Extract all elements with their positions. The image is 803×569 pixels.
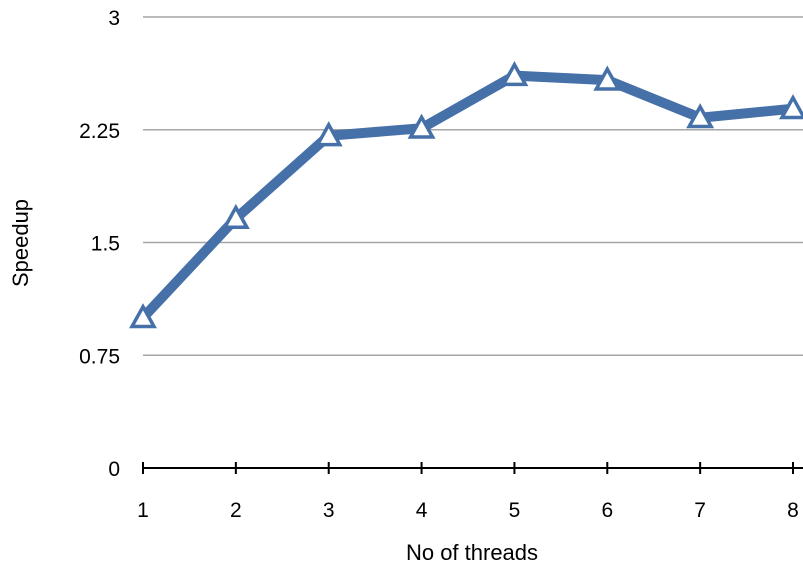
data-point-marker (407, 113, 436, 139)
data-point-marker (779, 94, 803, 120)
series-line (138, 70, 798, 323)
data-point-marker (686, 103, 715, 129)
x-tick-label: 7 (694, 499, 706, 522)
x-tick-label: 3 (323, 499, 335, 522)
gridlines (143, 16, 803, 356)
y-axis-tick-labels: 0 0.75 1.5 2.25 3 (79, 7, 120, 481)
y-tick-label: 0 (108, 458, 120, 481)
series-speedup (129, 61, 803, 329)
data-point-marker (314, 121, 343, 147)
y-tick-label: 3 (108, 7, 120, 30)
x-tick-label: 1 (137, 499, 149, 522)
x-axis-tick-labels: 1 2 3 4 5 6 7 8 (137, 499, 799, 522)
data-point-marker (500, 61, 529, 87)
x-axis (142, 462, 803, 474)
y-tick-label: 2.25 (79, 120, 120, 143)
x-axis-title: No of threads (406, 540, 538, 565)
data-point-marker (593, 65, 622, 91)
y-axis-title: Speedup (8, 199, 33, 287)
y-tick-label: 1.5 (91, 233, 120, 256)
x-tick-label: 8 (787, 499, 799, 522)
data-point-marker (221, 203, 250, 229)
x-tick-label: 6 (601, 499, 613, 522)
x-tick-label: 2 (230, 499, 242, 522)
x-tick-label: 5 (509, 499, 521, 522)
x-tick-label: 4 (416, 499, 428, 522)
y-tick-label: 0.75 (79, 345, 120, 368)
data-point-marker (129, 303, 157, 329)
